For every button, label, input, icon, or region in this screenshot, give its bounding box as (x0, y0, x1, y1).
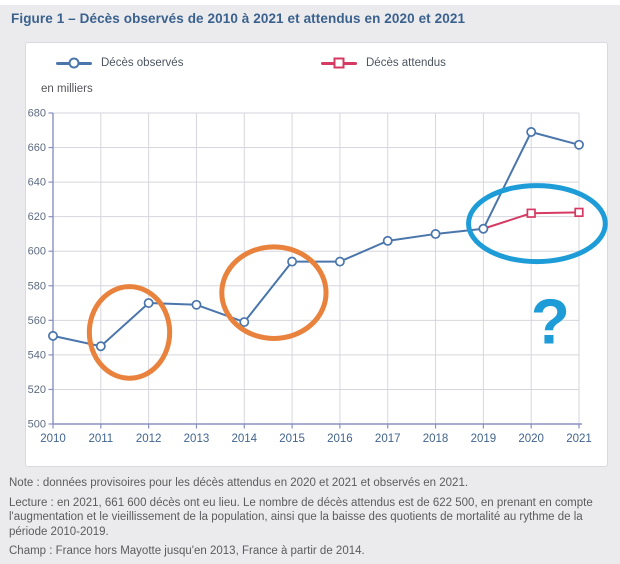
svg-text:2012: 2012 (136, 433, 162, 445)
svg-text:660: 660 (28, 142, 46, 154)
line-square-marker-icon (321, 57, 357, 69)
svg-text:?: ? (531, 286, 570, 358)
legend-label-attendus: Décès attendus (366, 57, 446, 69)
svg-text:2019: 2019 (471, 433, 497, 445)
line-chart: 500 520 540 560 580 600 620 640 660 680 2010 2011 20… (28, 108, 608, 445)
line-circle-marker-icon (56, 57, 92, 69)
svg-text:600: 600 (28, 246, 46, 258)
legend-square (333, 57, 345, 69)
chart-card: Décès observés Décès attendus en millier… (25, 42, 608, 467)
svg-text:2010: 2010 (40, 433, 66, 445)
lecture-line: Lecture : en 2021, 661 600 décès ont eu … (9, 496, 593, 538)
figure-title: Figure 1 – Décès observés de 2010 à 2021… (11, 11, 466, 26)
svg-text:580: 580 (28, 280, 46, 292)
svg-text:640: 640 (28, 177, 46, 189)
svg-text:2017: 2017 (375, 433, 401, 445)
svg-text:680: 680 (28, 108, 46, 120)
svg-text:2016: 2016 (327, 433, 353, 445)
y-axis-unit-label: en milliers (41, 83, 93, 95)
svg-text:2011: 2011 (88, 433, 113, 445)
svg-text:2015: 2015 (279, 433, 305, 445)
legend-circle (68, 57, 80, 69)
champ-line: Champ : France hors Mayotte jusqu'en 201… (9, 545, 365, 558)
svg-text:540: 540 (28, 349, 46, 361)
svg-text:2020: 2020 (518, 433, 544, 445)
legend-label-observes: Décès observés (101, 57, 184, 69)
top-strip (0, 0, 620, 5)
svg-text:2021: 2021 (566, 433, 592, 445)
note-line: Note : données provisoires pour les décè… (9, 477, 469, 489)
svg-text:560: 560 (28, 315, 46, 327)
legend-item-attendus: Décès attendus (321, 55, 446, 71)
legend-item-observes: Décès observés (56, 55, 183, 71)
svg-text:500: 500 (28, 419, 46, 431)
svg-text:2018: 2018 (423, 433, 449, 445)
figure-notes: Note : données provisoires pour les décè… (9, 476, 612, 564)
svg-text:2013: 2013 (184, 433, 210, 445)
svg-text:520: 520 (28, 384, 46, 396)
svg-text:2014: 2014 (231, 433, 257, 445)
svg-text:620: 620 (28, 211, 46, 223)
